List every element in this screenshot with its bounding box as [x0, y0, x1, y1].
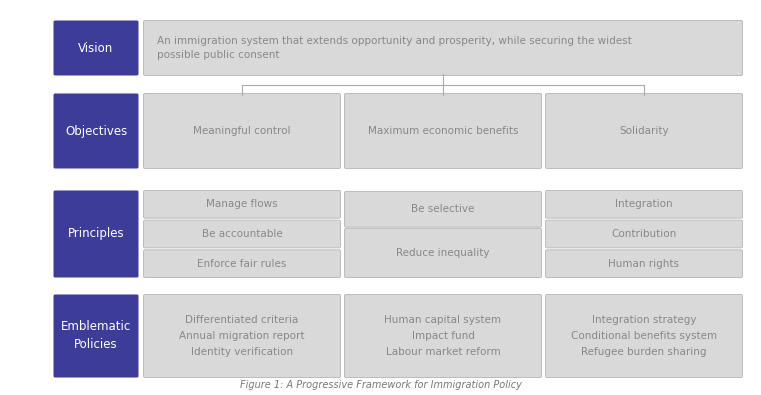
Text: Meaningful control: Meaningful control [193, 126, 291, 136]
FancyBboxPatch shape [144, 250, 340, 278]
Text: Contribution: Contribution [611, 229, 677, 239]
Text: Enforce fair rules: Enforce fair rules [197, 259, 287, 269]
FancyBboxPatch shape [546, 295, 743, 378]
Text: Figure 1: A Progressive Framework for Immigration Policy: Figure 1: A Progressive Framework for Im… [240, 380, 521, 390]
Text: Human rights: Human rights [609, 259, 680, 269]
Text: Objectives: Objectives [65, 124, 127, 137]
FancyBboxPatch shape [546, 250, 743, 278]
Text: Reduce inequality: Reduce inequality [396, 248, 490, 258]
Text: Differentiated criteria
Annual migration report
Identity verification: Differentiated criteria Annual migration… [180, 315, 304, 357]
FancyBboxPatch shape [345, 192, 542, 227]
FancyBboxPatch shape [345, 295, 542, 378]
FancyBboxPatch shape [546, 94, 743, 169]
FancyBboxPatch shape [53, 295, 139, 378]
FancyBboxPatch shape [53, 190, 139, 278]
Text: Solidarity: Solidarity [619, 126, 669, 136]
Text: Maximum economic benefits: Maximum economic benefits [368, 126, 518, 136]
Text: Emblematic
Policies: Emblematic Policies [61, 320, 131, 352]
Text: Human capital system
Impact fund
Labour market reform: Human capital system Impact fund Labour … [384, 315, 501, 357]
FancyBboxPatch shape [144, 220, 340, 248]
FancyBboxPatch shape [345, 94, 542, 169]
Text: An immigration system that extends opportunity and prosperity, while securing th: An immigration system that extends oppor… [157, 36, 632, 60]
Text: Integration strategy
Conditional benefits system
Refugee burden sharing: Integration strategy Conditional benefit… [571, 315, 717, 357]
Text: Principles: Principles [68, 228, 124, 241]
FancyBboxPatch shape [53, 21, 139, 75]
FancyBboxPatch shape [144, 190, 340, 218]
FancyBboxPatch shape [345, 228, 542, 278]
FancyBboxPatch shape [546, 190, 743, 218]
FancyBboxPatch shape [546, 220, 743, 248]
Text: Manage flows: Manage flows [206, 199, 278, 209]
Text: Vision: Vision [78, 41, 113, 55]
FancyBboxPatch shape [144, 295, 340, 378]
Text: Integration: Integration [615, 199, 673, 209]
FancyBboxPatch shape [53, 94, 139, 169]
Text: Be accountable: Be accountable [202, 229, 282, 239]
Text: Be selective: Be selective [411, 204, 475, 214]
FancyBboxPatch shape [144, 21, 743, 75]
FancyBboxPatch shape [144, 94, 340, 169]
